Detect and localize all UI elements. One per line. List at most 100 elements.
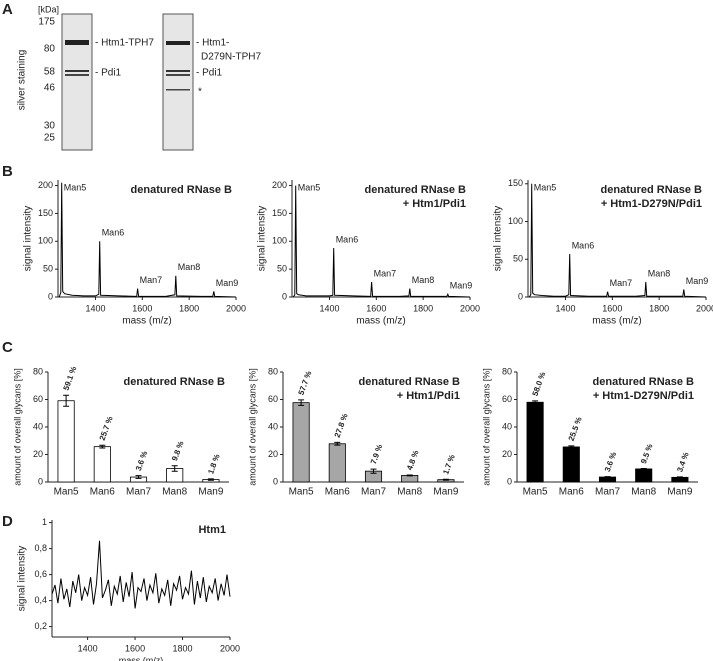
- value-label: 7.9 %: [369, 443, 384, 465]
- band-label: - Htm1-TPH7: [95, 38, 154, 49]
- x-tick-label: Man5: [523, 487, 548, 498]
- y-tick-label: 20: [502, 449, 512, 459]
- y-tick-label: 100: [508, 216, 523, 226]
- panel-letter: C: [2, 339, 13, 356]
- y-tick-label: 0: [48, 291, 53, 301]
- x-tick-label: Man6: [90, 487, 115, 498]
- x-tick-label: 1400: [555, 303, 575, 313]
- gel-lane: [162, 13, 194, 151]
- error-bar: [370, 468, 377, 474]
- y-tick-label: 50: [277, 264, 287, 274]
- gel-ylabel: silver staining: [17, 50, 28, 111]
- marker-label: 58: [44, 67, 56, 78]
- value-label: 4.8 %: [405, 449, 420, 471]
- x-tick-label: 1400: [85, 303, 105, 313]
- marker-label: 80: [44, 44, 56, 55]
- bar: [328, 443, 346, 483]
- value-label: 25.7 %: [98, 415, 115, 441]
- gel-lane: [61, 13, 93, 151]
- y-tick-label: 100: [38, 236, 53, 246]
- peak-label: Man6: [572, 240, 595, 250]
- x-tick-label: Man5: [289, 487, 314, 498]
- peak-label: Man9: [216, 278, 239, 288]
- gel-band: [65, 70, 89, 72]
- bar: [57, 400, 75, 483]
- value-label: 9.8 %: [170, 440, 185, 462]
- marker-label: 30: [44, 121, 56, 132]
- value-label: 58.0 %: [531, 371, 548, 397]
- value-label: 25.5 %: [567, 416, 584, 442]
- error-bar: [99, 444, 106, 449]
- value-label: 3.6 %: [134, 450, 149, 472]
- gel-band: [166, 41, 190, 45]
- x-tick-label: Man7: [595, 487, 620, 498]
- error-bar: [135, 475, 142, 479]
- panel-letter: D: [2, 513, 13, 530]
- panel-letter: A: [2, 1, 13, 18]
- x-tick-label: Man6: [559, 487, 584, 498]
- gel-unit: [kDa]: [38, 4, 59, 14]
- value-label: 1.8 %: [206, 453, 221, 475]
- x-tick-label: 1400: [319, 303, 339, 313]
- value-label: 1.7 %: [441, 453, 456, 475]
- chart-title: Htm1: [198, 524, 226, 536]
- chart-title: denatured RNase B: [365, 184, 467, 196]
- x-tick-label: 1800: [413, 303, 433, 313]
- value-label: 9.5 %: [639, 443, 654, 465]
- y-tick-label: 20: [33, 449, 43, 459]
- y-tick-label: 0,6: [34, 569, 47, 579]
- band-label: D279N-TPH7: [201, 52, 261, 63]
- error-bar: [568, 445, 575, 449]
- spectrum-line: [58, 182, 237, 298]
- x-tick-label: Man8: [631, 487, 656, 498]
- y-tick-label: 50: [43, 264, 53, 274]
- peak-label: Man7: [374, 268, 397, 278]
- value-label: 3.6 %: [603, 451, 618, 473]
- x-tick-label: 1600: [125, 643, 145, 653]
- y-tick-label: 80: [268, 366, 278, 376]
- chart-title: + Htm1/Pdi1: [403, 198, 466, 210]
- bar: [292, 402, 310, 483]
- y-tick-label: 150: [508, 178, 523, 188]
- x-tick-label: 1800: [179, 303, 199, 313]
- x-tick-label: Man9: [198, 487, 223, 498]
- peak-label: Man8: [648, 268, 671, 278]
- gel-band: [65, 74, 89, 76]
- value-label: 57.7 %: [297, 370, 314, 396]
- gel-band: [166, 70, 190, 72]
- peak-label: Man5: [298, 182, 321, 192]
- peak-label: Man6: [336, 234, 359, 244]
- gel-band: [166, 74, 190, 76]
- gel-band: [65, 40, 89, 45]
- error-bar: [171, 465, 178, 472]
- x-tick-label: 2000: [696, 303, 713, 313]
- bar: [401, 474, 419, 483]
- x-tick-label: Man7: [126, 487, 151, 498]
- y-tick-label: 200: [38, 180, 53, 190]
- y-tick-label: 40: [268, 421, 278, 431]
- peak-label: Man9: [686, 276, 709, 286]
- bar: [562, 446, 580, 483]
- error-bar: [442, 478, 449, 481]
- chart-title: + Htm1/Pdi1: [397, 390, 460, 402]
- error-bar: [298, 399, 305, 406]
- y-tick-label: 60: [502, 394, 512, 404]
- value-label: 27.8 %: [333, 412, 350, 438]
- value-label: 3.4 %: [675, 451, 690, 473]
- peak-label: Man7: [610, 278, 633, 288]
- band-label: - Pdi1: [196, 68, 223, 79]
- y-tick-label: 60: [268, 394, 278, 404]
- y-tick-label: 100: [272, 236, 287, 246]
- x-tick-label: Man9: [667, 487, 692, 498]
- peak-label: Man7: [140, 275, 163, 285]
- x-axis-label: mass (m/z): [122, 316, 171, 327]
- y-axis-label: signal intensity: [257, 206, 268, 272]
- y-tick-label: 150: [38, 208, 53, 218]
- y-tick-label: 40: [502, 421, 512, 431]
- bar: [93, 446, 111, 483]
- y-tick-label: 80: [502, 366, 512, 376]
- error-bar: [604, 476, 611, 478]
- y-axis-label: amount of overall glycans [%]: [12, 368, 22, 486]
- y-tick-label: 200: [272, 180, 287, 190]
